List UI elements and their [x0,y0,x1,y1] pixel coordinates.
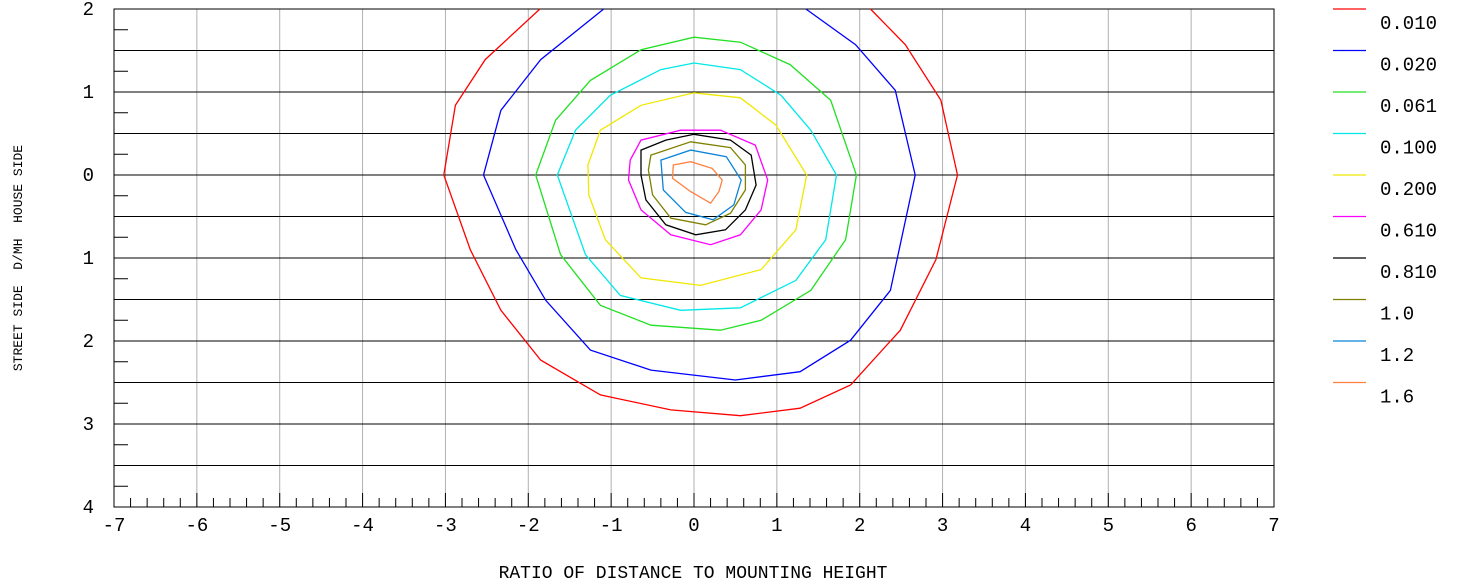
contour-line [443,8,959,417]
legend-label: 0.810 [1380,262,1437,284]
contour-line [556,62,838,311]
contour-line [587,92,808,287]
y-axis-title: STREET SIDE D/MH HOUSE SIDE [11,145,26,371]
x-tick-label: -7 [103,515,126,537]
legend-label: 0.010 [1380,13,1437,35]
x-tick-label: 6 [1185,515,1196,537]
legend-label: 0.610 [1380,221,1437,243]
x-tick-label: 7 [1268,515,1279,537]
x-tick-label: 2 [854,515,865,537]
y-tick-label: 2 [83,331,94,353]
y-tick-label: 1 [83,248,94,270]
x-tick-label: 5 [1103,515,1114,537]
legend-label: 0.100 [1380,138,1437,160]
contour-line [640,133,757,236]
contour-line [482,8,916,381]
x-tick-label: 3 [937,515,948,537]
y-tick-label: 4 [83,497,94,519]
y-tick-label: 0 [83,165,94,187]
legend-label: 1.0 [1380,304,1414,326]
x-tick-label: -2 [517,515,540,537]
plot-frame [113,8,1275,508]
x-tick-label: -3 [434,515,457,537]
x-tick-label: -1 [600,515,623,537]
x-axis-title: RATIO OF DISTANCE TO MOUNTING HEIGHT [499,564,888,584]
x-tick-label: 4 [1020,515,1031,537]
x-tick-label: -4 [351,515,374,537]
legend-label: 1.2 [1380,345,1414,367]
legend-label: 0.061 [1380,96,1437,118]
y-tick-label: 2 [83,0,94,21]
x-tick-label: 0 [688,515,699,537]
contour-line [627,129,769,246]
x-tick-label: -6 [185,515,208,537]
contour-line [647,141,747,226]
contour-line [535,36,858,331]
x-tick-label: 1 [771,515,782,537]
y-tick-label: 3 [83,414,94,436]
contour-line [671,161,723,205]
legend-label: 1.6 [1380,387,1414,409]
y-tick-label: 1 [83,82,94,104]
x-tick-label: -5 [268,515,291,537]
legend-label: 0.200 [1380,179,1437,201]
contour-line [660,149,742,221]
legend-label: 0.020 [1380,55,1437,77]
